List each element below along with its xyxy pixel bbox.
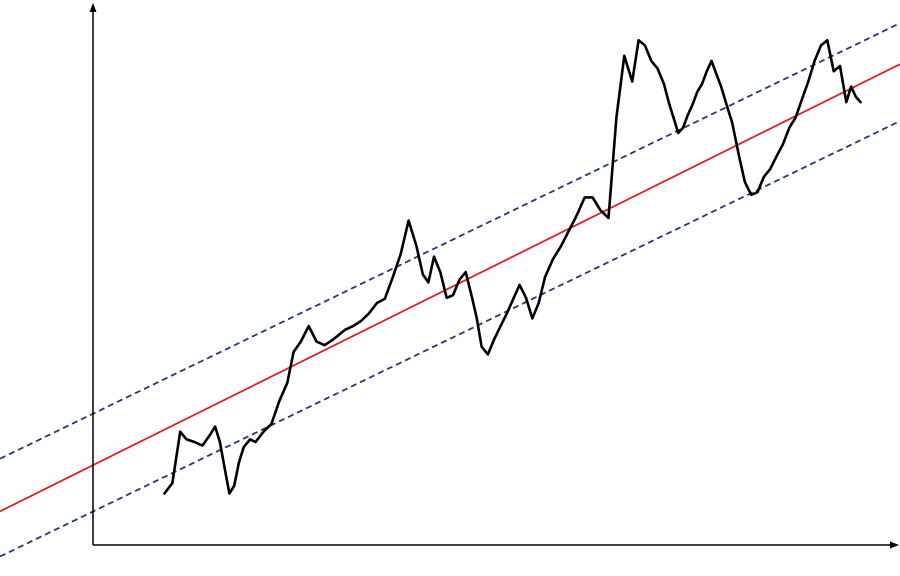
axes [89, 3, 899, 549]
y-axis-arrowhead [89, 3, 97, 12]
price-line [163, 39, 862, 495]
price-series [163, 39, 862, 495]
trend-line [0, 63, 900, 513]
lower-channel-line [0, 120, 900, 558]
x-axis-arrowhead [890, 541, 899, 549]
upper-channel-line [0, 22, 900, 460]
channel-lines [0, 22, 900, 558]
